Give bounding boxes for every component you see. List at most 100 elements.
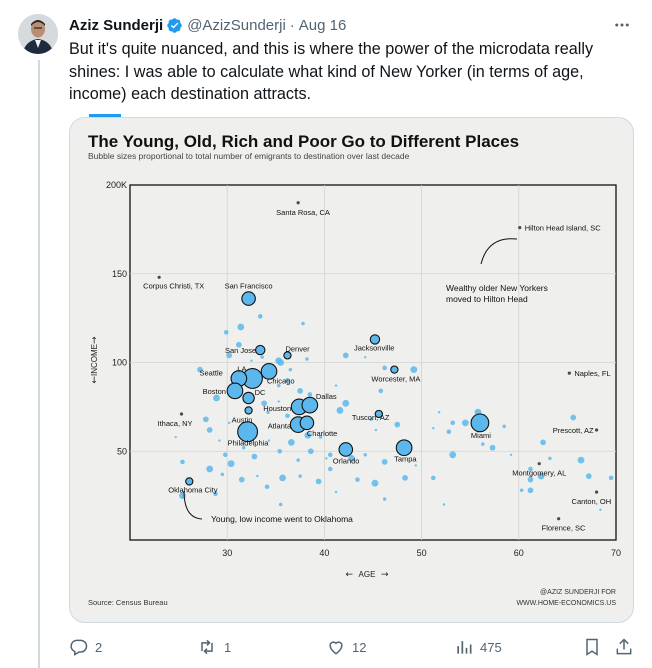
- bubble: [450, 420, 456, 426]
- y-tick-label: 50: [117, 446, 127, 456]
- bubble: [432, 426, 435, 430]
- bookmark-button[interactable]: [582, 633, 608, 661]
- point-label: Dallas: [316, 392, 337, 401]
- point-label: Corpus Christi, TX: [143, 281, 204, 290]
- bubble: [250, 359, 253, 362]
- y-axis-arrow-up-icon: →: [90, 336, 100, 344]
- axis-ticks: 30 40 50 60 70 200K 150 100 50: [106, 180, 621, 558]
- bubble: [519, 488, 524, 493]
- bubble: [315, 478, 322, 485]
- x-tick-label: 70: [611, 548, 621, 558]
- point-label: Prescott, AZ: [553, 426, 594, 435]
- share-icon: [616, 638, 632, 655]
- bubble: [430, 475, 436, 481]
- labeled-bubble: [594, 428, 599, 432]
- labeled-bubble: [299, 415, 315, 431]
- point-label: Houston: [263, 404, 291, 413]
- labeled-bubble: [260, 363, 278, 380]
- y-tick-label: 200K: [106, 180, 127, 190]
- y-axis-arrow-down-icon: ←: [90, 376, 100, 384]
- labeled-bubble: [537, 462, 541, 466]
- annotation-hilton-line2: moved to Hilton Head: [446, 294, 528, 304]
- x-tick-label: 50: [417, 548, 427, 558]
- author-name[interactable]: Aziz Sunderji: [69, 16, 164, 34]
- separator-dot: ·: [289, 16, 295, 34]
- bubble: [502, 424, 506, 429]
- labeled-bubble: [226, 382, 244, 400]
- point-label: Naples, FL: [574, 369, 610, 378]
- labeled-bubble: [237, 421, 259, 443]
- reply-icon: [70, 639, 88, 656]
- share-button[interactable]: [614, 633, 640, 661]
- like-button[interactable]: 12: [326, 633, 366, 661]
- labeled-bubble: [390, 365, 399, 374]
- retweet-count: 1: [224, 639, 232, 655]
- labeled-bubble: [301, 396, 319, 414]
- like-count: 12: [352, 639, 367, 655]
- bubble: [285, 377, 290, 383]
- bubble: [410, 366, 418, 373]
- bubble: [437, 411, 441, 414]
- bubble: [304, 431, 312, 439]
- bubble: [297, 388, 303, 394]
- labeled-bubble: [157, 275, 161, 279]
- bubble: [238, 476, 245, 483]
- more-icon[interactable]: [612, 15, 632, 35]
- labeled-bubble: [374, 409, 383, 419]
- bubble: [489, 444, 496, 451]
- chart-grid: [130, 185, 616, 540]
- chart-credit-line2: WWW.HOME-ECONOMICS.US: [516, 600, 616, 607]
- bubble: [241, 445, 246, 450]
- scatter-chart: The Young, Old, Rich and Poor Go to Diff…: [88, 132, 621, 607]
- bubble: [537, 472, 545, 480]
- point-label: Montgomery, AL: [512, 469, 566, 478]
- bubble: [382, 365, 387, 371]
- labeled-bubble: [567, 371, 571, 375]
- tweet-actions: 2 1 12 475: [69, 633, 634, 661]
- bubble: [260, 355, 264, 359]
- retweet-button[interactable]: 1: [196, 633, 231, 661]
- views-icon: [457, 641, 472, 654]
- point-label: Atlanta: [268, 422, 292, 431]
- bubble: [540, 439, 546, 446]
- bubble: [355, 477, 360, 482]
- point-label: Boston: [203, 387, 226, 396]
- bubble: [276, 383, 281, 388]
- bubble: [197, 366, 203, 373]
- bubble: [237, 323, 245, 331]
- point-label: Philadelphia: [228, 439, 270, 448]
- bubble: [278, 502, 283, 507]
- avatar[interactable]: [18, 14, 58, 54]
- point-label: Austin: [232, 415, 253, 424]
- labeled-bubble: [179, 412, 184, 416]
- point-label: Canton, OH: [572, 497, 612, 506]
- annotation-arrow-hilton: [480, 238, 518, 265]
- retweet-icon: [201, 639, 213, 655]
- point-label: Worcester, MA: [371, 375, 420, 384]
- views-button[interactable]: 475: [454, 633, 502, 661]
- bubble: [174, 435, 177, 439]
- labeled-bubble: [395, 439, 413, 457]
- bubble: [527, 476, 534, 483]
- bubble: [342, 399, 350, 407]
- x-tick-label: 60: [514, 548, 524, 558]
- annotation-hilton-line1: Wealthy older New Yorkers: [446, 283, 548, 293]
- labeled-bubble: [241, 291, 256, 306]
- annotation-arrow-oklahoma: [183, 490, 203, 520]
- bubble: [442, 503, 446, 506]
- bubble: [481, 442, 485, 446]
- bubble: [446, 429, 452, 435]
- bubble: [369, 417, 373, 422]
- bubble: [402, 475, 408, 481]
- bubble: [220, 472, 225, 477]
- tweet-date[interactable]: Aug 16: [298, 16, 347, 34]
- bubble: [305, 357, 309, 361]
- bubble: [266, 410, 270, 414]
- annotation-oklahoma: Young, low income went to Oklahoma: [211, 514, 353, 524]
- reply-button[interactable]: 2: [69, 633, 102, 661]
- author-handle[interactable]: @AzizSunderji: [187, 16, 286, 34]
- labeled-bubble: [244, 406, 253, 415]
- tweet-media-chart[interactable]: The Young, Old, Rich and Poor Go to Diff…: [69, 117, 634, 623]
- bubble: [288, 367, 293, 372]
- point-label: Florence, SC: [542, 524, 586, 533]
